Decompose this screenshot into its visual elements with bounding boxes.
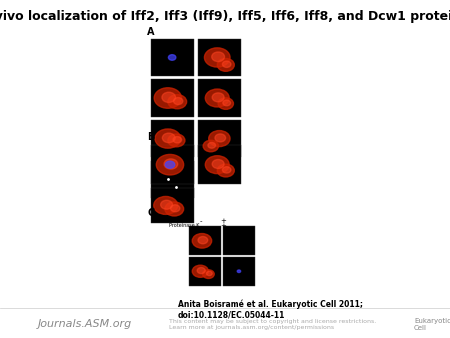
Circle shape [222,167,231,173]
Circle shape [212,93,224,102]
Text: Iff8: Iff8 [243,164,251,169]
Text: Iff2: Iff2 [140,96,148,100]
Circle shape [212,160,224,169]
Bar [223,226,255,255]
Text: Eukaryotic
Cell: Eukaryotic Cell [414,318,450,331]
Circle shape [156,154,184,175]
Circle shape [171,205,180,212]
Circle shape [192,234,212,248]
Circle shape [154,196,178,214]
Bar [151,161,194,198]
Circle shape [165,202,184,216]
Circle shape [173,98,183,104]
Text: +: + [220,218,226,224]
Bar [198,120,241,157]
Text: Dcw1: Dcw1 [135,177,148,182]
Text: Iff2: Iff2 [140,164,148,169]
Text: In vivo localization of Iff2, Iff3 (Iff9), Iff5, Iff6, Iff8, and Dcw1 proteins.: In vivo localization of Iff2, Iff3 (Iff9… [0,10,450,23]
Circle shape [173,137,182,143]
Text: Proteinase K: Proteinase K [169,223,199,228]
Text: Tris buffer: Tris buffer [169,218,194,223]
Text: This content may be subject to copyright and license restrictions.
Learn more at: This content may be subject to copyright… [169,319,376,330]
Circle shape [215,134,225,142]
Text: Iff5: Iff5 [140,136,148,141]
Bar [189,226,221,255]
Circle shape [209,130,230,147]
Circle shape [155,129,180,148]
Circle shape [205,156,229,174]
Circle shape [162,133,175,143]
Circle shape [192,265,208,277]
Circle shape [197,268,205,274]
Text: Journals.ASM.org: Journals.ASM.org [38,319,132,330]
Circle shape [207,271,212,275]
Circle shape [203,140,219,152]
Circle shape [205,89,229,107]
Text: -: - [200,218,202,224]
Text: B: B [147,132,154,142]
Bar [189,257,221,286]
Circle shape [168,95,187,109]
Bar [223,257,255,286]
Text: Iff2: Iff2 [180,239,188,243]
Circle shape [198,237,208,244]
Text: Iff3: Iff3 [243,55,251,60]
Bar [198,39,241,76]
Circle shape [217,164,234,177]
Circle shape [154,88,181,108]
Text: Control: Control [130,55,148,60]
Text: -: - [200,223,202,229]
Text: A: A [147,27,155,38]
Circle shape [161,200,173,209]
Bar [151,120,194,157]
Text: Iff6: Iff6 [243,96,251,100]
Text: Iff6: Iff6 [180,269,188,274]
Text: Anita Boisramé et al. Eukaryotic Cell 2011;
doi:10.1128/EC.05044-11: Anita Boisramé et al. Eukaryotic Cell 20… [178,299,363,319]
Circle shape [168,134,185,147]
Circle shape [202,270,214,279]
Circle shape [165,161,175,168]
Circle shape [168,55,176,60]
Text: C: C [147,208,154,218]
Circle shape [217,58,234,71]
Circle shape [237,270,241,272]
Circle shape [223,100,230,106]
Text: Iff8: Iff8 [243,136,251,141]
Circle shape [212,52,225,62]
Circle shape [204,48,230,67]
Circle shape [164,159,178,169]
Circle shape [162,92,176,102]
Bar [198,79,241,117]
Bar [198,145,241,184]
Circle shape [222,61,231,68]
Text: Dcw1: Dcw1 [135,203,148,208]
Bar [151,39,194,76]
Bar [151,79,194,117]
Bar [151,145,194,184]
Text: +: + [220,223,226,229]
Circle shape [218,98,234,110]
Circle shape [208,142,216,148]
Bar [151,188,194,223]
